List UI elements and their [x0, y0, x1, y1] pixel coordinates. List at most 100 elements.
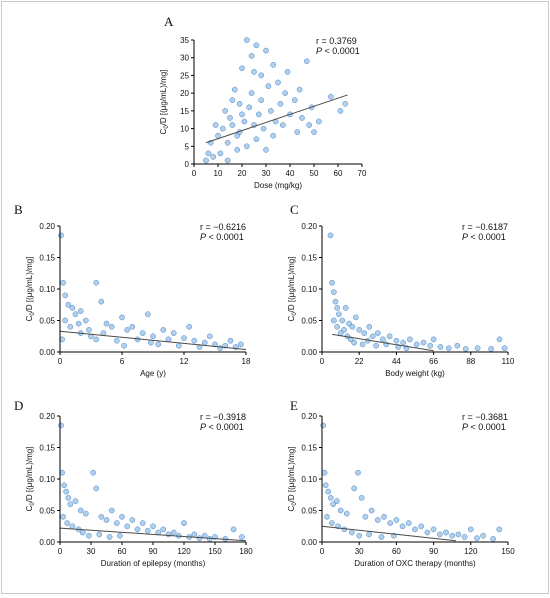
data-point — [424, 529, 431, 536]
x-tick-label: 22 — [355, 357, 364, 366]
data-point — [119, 314, 125, 321]
data-point — [119, 513, 125, 520]
y-tick-label: 0.15 — [301, 254, 317, 263]
data-point — [322, 482, 329, 489]
data-point — [139, 520, 146, 526]
data-point — [139, 330, 146, 336]
data-point — [79, 529, 86, 536]
correlation-r: r = 0.3769 — [316, 36, 357, 46]
data-point — [430, 336, 437, 343]
x-tick-label: 150 — [501, 547, 515, 556]
x-tick-label: 6 — [120, 357, 125, 366]
y-tick-label: 5 — [185, 142, 190, 151]
data-point — [144, 527, 151, 534]
panel-letter: B — [14, 202, 23, 217]
data-point — [86, 532, 92, 539]
data-point — [113, 337, 120, 344]
data-point — [60, 279, 66, 286]
data-point — [430, 526, 437, 533]
data-point — [393, 517, 400, 523]
data-point — [420, 339, 427, 346]
data-point — [248, 90, 255, 96]
x-tick-label: 10 — [214, 169, 223, 178]
data-point — [324, 513, 330, 520]
data-point — [98, 298, 105, 305]
data-point — [230, 526, 237, 533]
data-point — [124, 523, 131, 530]
regression-line — [59, 527, 247, 542]
data-point — [65, 301, 72, 308]
data-point — [69, 305, 76, 311]
data-point — [165, 531, 172, 538]
data-point — [277, 100, 284, 107]
data-point — [270, 61, 277, 68]
data-point — [496, 526, 503, 533]
data-point — [339, 317, 346, 324]
y-tick-label: 25 — [180, 71, 189, 80]
y-tick-label: 0.00 — [39, 538, 55, 547]
data-point — [348, 529, 355, 536]
data-point — [77, 507, 84, 514]
data-point — [224, 157, 231, 164]
data-point — [359, 341, 366, 348]
y-tick-label: 30 — [180, 54, 189, 63]
y-tick-label: 0.10 — [301, 285, 317, 294]
y-axis-title: C0/D [(μg/mL)/mg] — [287, 257, 298, 322]
p-value: P < 0.0001 — [462, 232, 506, 242]
data-point — [342, 100, 349, 107]
data-point — [351, 339, 357, 346]
data-point — [103, 320, 110, 327]
data-point — [437, 344, 444, 350]
data-point — [69, 523, 76, 530]
data-point — [267, 108, 274, 114]
data-point — [480, 532, 487, 539]
data-point — [412, 526, 418, 533]
y-tick-label: 35 — [180, 36, 189, 45]
data-point — [246, 104, 253, 111]
data-point — [279, 122, 286, 128]
data-point — [227, 115, 233, 121]
data-point — [124, 327, 131, 333]
data-point — [321, 469, 328, 476]
data-point — [445, 345, 452, 352]
data-point — [329, 279, 335, 286]
data-point — [129, 517, 136, 523]
y-tick-label: 0.00 — [39, 348, 55, 357]
data-point — [320, 422, 327, 429]
y-tick-label: 0.10 — [39, 475, 55, 484]
data-point — [67, 323, 74, 330]
p-value: P < 0.0001 — [200, 232, 244, 242]
data-point — [243, 143, 250, 150]
data-point — [329, 520, 335, 526]
x-axis-title: Dose (mg/kg) — [254, 181, 302, 190]
y-axis-title: C0/D [(μg/mL)/mg] — [25, 447, 36, 512]
x-axis-title: Body weight (kg) — [385, 369, 445, 378]
data-point — [181, 335, 187, 341]
data-point — [330, 289, 337, 295]
data-point — [356, 532, 363, 539]
data-point — [341, 526, 348, 533]
data-point — [75, 320, 82, 327]
data-point — [443, 529, 449, 536]
data-point — [231, 86, 238, 93]
data-point — [72, 311, 79, 318]
x-tick-label: 0 — [320, 547, 325, 556]
data-point — [490, 536, 496, 542]
data-point — [239, 534, 245, 540]
x-tick-label: 60 — [334, 169, 343, 178]
data-point — [62, 317, 69, 324]
data-point — [461, 534, 468, 540]
data-point — [263, 47, 269, 54]
data-point — [212, 341, 218, 348]
data-point — [205, 150, 212, 157]
data-point — [334, 305, 341, 311]
data-point — [129, 323, 136, 330]
data-point — [239, 65, 245, 72]
x-tick-label: 12 — [180, 357, 189, 366]
data-point — [103, 517, 110, 523]
data-point — [374, 330, 381, 336]
data-point — [373, 342, 379, 349]
p-value: P < 0.0001 — [462, 422, 506, 432]
y-tick-label: 0 — [185, 160, 190, 169]
data-point — [436, 531, 443, 538]
